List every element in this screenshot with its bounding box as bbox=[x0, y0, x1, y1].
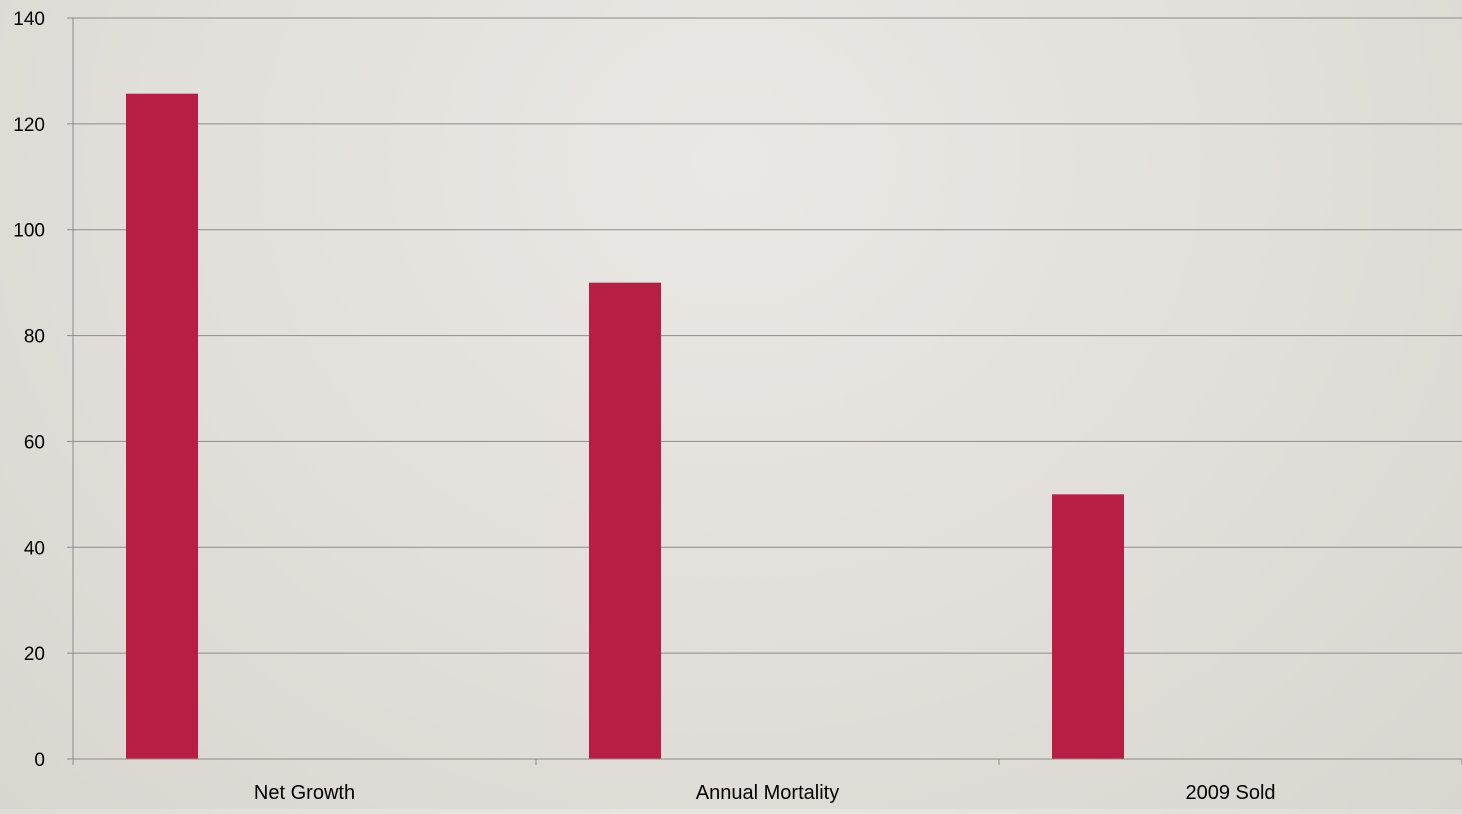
x-tick-label-annual-mortality: Annual Mortality bbox=[696, 782, 839, 804]
x-tick-label-2009-sold: 2009 Sold bbox=[1185, 782, 1275, 804]
y-tick-label-40: 40 bbox=[24, 538, 45, 559]
y-tick-label-20: 20 bbox=[24, 644, 45, 665]
bar-net-growth bbox=[126, 94, 198, 759]
y-tick-label-120: 120 bbox=[13, 115, 45, 136]
bars bbox=[126, 94, 1124, 759]
y-tick-label-80: 80 bbox=[24, 327, 45, 348]
gridlines bbox=[73, 18, 1462, 653]
y-tick-label-0: 0 bbox=[34, 750, 45, 771]
y-tick-label-100: 100 bbox=[13, 221, 45, 242]
x-tick-label-net-growth: Net Growth bbox=[254, 782, 355, 804]
y-tick-label-140: 140 bbox=[13, 9, 45, 30]
bar-2009-sold bbox=[1052, 494, 1124, 759]
bar-annual-mortality bbox=[589, 283, 661, 759]
y-tick-label-60: 60 bbox=[24, 432, 45, 453]
